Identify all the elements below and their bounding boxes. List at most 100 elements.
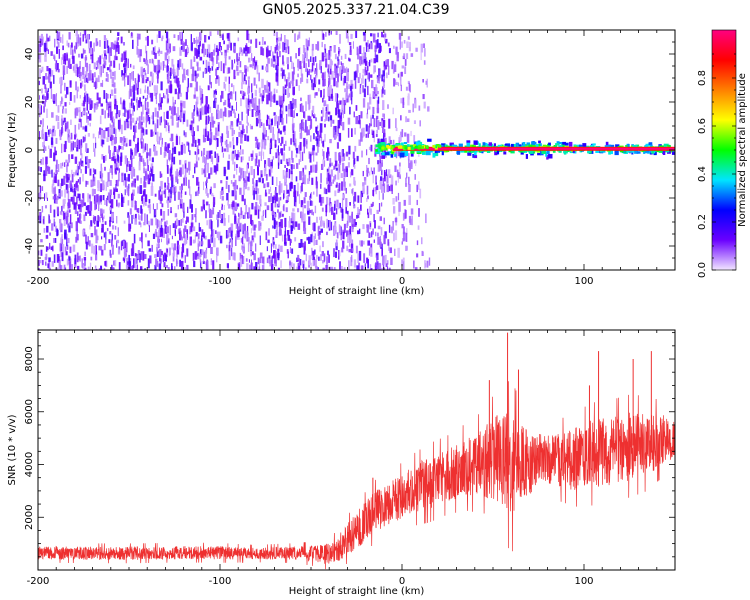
noise-dash xyxy=(241,72,244,82)
noise-dash xyxy=(264,84,267,91)
noise-dash xyxy=(299,103,301,112)
noise-dash xyxy=(353,159,355,167)
noise-dash xyxy=(99,55,102,65)
noise-dash xyxy=(219,214,223,219)
noise-dash xyxy=(133,233,136,244)
noise-dash xyxy=(311,255,313,260)
noise-dash xyxy=(146,101,149,108)
noise-dash xyxy=(402,261,405,270)
noise-dash xyxy=(282,104,284,115)
noise-dash xyxy=(158,105,160,111)
noise-dash xyxy=(376,100,379,109)
noise-dash xyxy=(254,56,256,63)
noise-dash xyxy=(177,35,180,41)
noise-dash xyxy=(271,176,274,185)
noise-dash xyxy=(340,73,343,81)
noise-dash xyxy=(254,136,258,142)
noise-dash xyxy=(160,116,162,123)
noise-dash xyxy=(405,177,407,185)
noise-dash xyxy=(158,190,161,200)
noise-dash xyxy=(140,121,143,129)
noise-dash xyxy=(375,40,377,49)
noise-dash xyxy=(209,188,212,195)
bottom-y-tick-label: 6000 xyxy=(24,399,35,424)
noise-dash xyxy=(103,90,106,99)
noise-dash xyxy=(104,166,106,171)
noise-dash xyxy=(78,193,81,201)
noise-dash xyxy=(145,50,148,61)
noise-dash xyxy=(89,70,92,74)
noise-dash xyxy=(217,138,219,147)
noise-dash xyxy=(400,76,402,86)
noise-dash xyxy=(340,266,343,270)
noise-dash xyxy=(160,62,162,70)
noise-dash xyxy=(70,119,72,125)
noise-dash xyxy=(61,234,63,242)
noise-dash xyxy=(278,197,281,207)
noise-dash xyxy=(176,77,180,88)
signal-halo xyxy=(432,152,436,158)
noise-dash xyxy=(61,252,64,262)
noise-dash xyxy=(424,48,426,57)
noise-dash xyxy=(308,151,310,159)
noise-dash xyxy=(358,250,362,261)
noise-dash xyxy=(342,97,345,104)
noise-dash xyxy=(229,111,232,117)
noise-dash xyxy=(116,161,119,168)
noise-dash xyxy=(226,193,229,201)
noise-dash xyxy=(282,41,284,52)
noise-dash xyxy=(252,61,255,66)
noise-dash xyxy=(385,65,388,70)
noise-dash xyxy=(111,165,113,175)
noise-dash xyxy=(53,238,56,243)
noise-dash xyxy=(156,111,159,118)
noise-dash xyxy=(168,189,171,193)
noise-dash xyxy=(166,249,168,253)
noise-dash xyxy=(377,120,380,130)
noise-dash xyxy=(353,111,355,118)
noise-dash xyxy=(58,193,61,198)
noise-dash xyxy=(349,215,352,223)
noise-dash xyxy=(356,213,360,219)
noise-dash xyxy=(89,159,91,163)
noise-dash xyxy=(171,58,174,67)
noise-dash xyxy=(152,131,155,137)
noise-dash xyxy=(335,160,338,167)
noise-dash xyxy=(133,135,135,142)
noise-dash xyxy=(201,43,205,53)
bottom-x-tick-label: 0 xyxy=(399,576,405,587)
signal-halo xyxy=(552,150,556,153)
noise-dash xyxy=(47,125,48,129)
noise-dash xyxy=(113,44,117,49)
noise-dash xyxy=(215,127,218,136)
noise-dash xyxy=(191,143,194,147)
noise-dash xyxy=(63,162,66,167)
noise-dash xyxy=(73,184,76,188)
noise-dash xyxy=(286,114,288,124)
noise-dash xyxy=(292,98,294,105)
noise-dash xyxy=(239,187,242,195)
noise-dash xyxy=(280,95,283,105)
noise-dash xyxy=(364,263,366,270)
noise-dash xyxy=(172,147,174,155)
noise-dash xyxy=(78,204,81,210)
noise-dash xyxy=(288,220,291,228)
noise-dash xyxy=(212,260,215,270)
noise-dash xyxy=(198,181,200,189)
noise-dash xyxy=(280,73,282,77)
noise-dash xyxy=(280,183,283,193)
noise-dash xyxy=(226,125,229,135)
noise-dash xyxy=(38,215,40,220)
noise-dash xyxy=(61,178,64,186)
noise-dash xyxy=(309,153,312,163)
noise-dash xyxy=(76,228,78,238)
noise-dash xyxy=(224,64,226,69)
noise-dash xyxy=(157,73,159,84)
noise-dash xyxy=(95,245,97,255)
noise-dash xyxy=(106,40,109,48)
noise-dash xyxy=(341,208,344,219)
noise-dash xyxy=(291,212,294,222)
noise-dash xyxy=(126,164,128,173)
noise-dash xyxy=(168,38,170,47)
noise-dash xyxy=(53,176,56,183)
